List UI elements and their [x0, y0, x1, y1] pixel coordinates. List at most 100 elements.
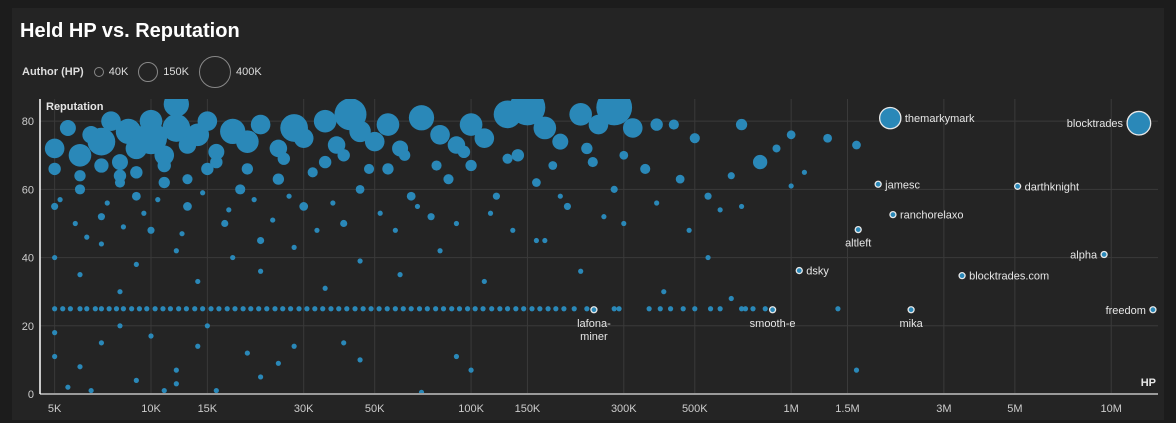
- data-point[interactable]: [392, 306, 398, 312]
- data-point[interactable]: [312, 306, 318, 312]
- labeled-point[interactable]: [907, 306, 915, 314]
- data-point[interactable]: [280, 306, 286, 312]
- data-point[interactable]: [52, 254, 58, 261]
- data-point[interactable]: [195, 278, 201, 285]
- data-point[interactable]: [240, 306, 246, 312]
- data-point[interactable]: [136, 306, 143, 312]
- data-point[interactable]: [226, 207, 232, 213]
- data-point[interactable]: [241, 163, 254, 175]
- data-point[interactable]: [727, 172, 735, 180]
- data-point[interactable]: [251, 197, 257, 203]
- data-point[interactable]: [250, 114, 271, 135]
- data-point[interactable]: [453, 353, 460, 360]
- data-point[interactable]: [52, 306, 58, 312]
- data-point[interactable]: [529, 306, 535, 312]
- data-point[interactable]: [823, 133, 833, 143]
- data-point[interactable]: [113, 306, 120, 312]
- data-point[interactable]: [94, 158, 109, 173]
- labeled-point[interactable]: [795, 266, 803, 275]
- data-point[interactable]: [569, 103, 592, 126]
- labeled-point[interactable]: [854, 225, 862, 234]
- labeled-point[interactable]: [1126, 110, 1152, 136]
- data-point[interactable]: [182, 174, 193, 185]
- data-point[interactable]: [115, 118, 142, 145]
- data-point[interactable]: [84, 306, 90, 312]
- data-point[interactable]: [173, 381, 179, 387]
- data-point[interactable]: [204, 323, 210, 329]
- data-point[interactable]: [341, 340, 347, 346]
- data-point[interactable]: [689, 133, 700, 144]
- data-point[interactable]: [314, 227, 320, 233]
- data-point[interactable]: [686, 227, 692, 233]
- data-point[interactable]: [52, 330, 58, 336]
- data-point[interactable]: [352, 306, 358, 312]
- data-point[interactable]: [440, 306, 447, 312]
- data-point[interactable]: [468, 367, 474, 373]
- data-point[interactable]: [481, 278, 487, 285]
- labeled-point[interactable]: [1100, 250, 1108, 259]
- data-point[interactable]: [299, 202, 309, 211]
- data-point[interactable]: [160, 306, 166, 312]
- data-point[interactable]: [67, 306, 73, 312]
- data-point[interactable]: [376, 113, 400, 136]
- data-point[interactable]: [384, 306, 390, 312]
- data-point[interactable]: [707, 306, 714, 312]
- data-point[interactable]: [74, 170, 86, 182]
- data-point[interactable]: [533, 116, 557, 140]
- data-point[interactable]: [537, 306, 543, 312]
- data-point[interactable]: [513, 306, 519, 312]
- data-point[interactable]: [563, 202, 572, 211]
- data-point[interactable]: [571, 306, 577, 312]
- data-point[interactable]: [277, 152, 291, 165]
- data-point[interactable]: [459, 113, 483, 136]
- data-point[interactable]: [59, 119, 76, 136]
- data-point[interactable]: [327, 136, 346, 154]
- data-point[interactable]: [117, 289, 123, 295]
- data-point[interactable]: [360, 306, 366, 312]
- data-point[interactable]: [464, 306, 471, 312]
- data-point[interactable]: [548, 161, 558, 170]
- data-point[interactable]: [801, 169, 808, 175]
- data-point[interactable]: [162, 114, 191, 142]
- data-point[interactable]: [752, 154, 768, 170]
- data-point[interactable]: [131, 191, 141, 201]
- data-point[interactable]: [584, 306, 590, 312]
- data-point[interactable]: [489, 306, 495, 312]
- data-point[interactable]: [654, 200, 660, 206]
- data-point[interactable]: [291, 343, 297, 349]
- data-point[interactable]: [134, 122, 167, 155]
- data-point[interactable]: [431, 160, 442, 171]
- data-point[interactable]: [355, 184, 365, 194]
- data-point[interactable]: [161, 387, 167, 394]
- data-point[interactable]: [392, 227, 398, 233]
- data-point[interactable]: [158, 176, 170, 189]
- data-point[interactable]: [286, 193, 292, 199]
- data-point[interactable]: [130, 166, 143, 179]
- data-point[interactable]: [288, 306, 294, 312]
- data-point[interactable]: [344, 306, 350, 312]
- data-point[interactable]: [578, 268, 584, 274]
- data-point[interactable]: [456, 306, 463, 312]
- data-point[interactable]: [330, 200, 336, 206]
- data-point[interactable]: [418, 389, 425, 395]
- data-point[interactable]: [307, 167, 318, 178]
- data-point[interactable]: [129, 306, 135, 312]
- data-point[interactable]: [611, 306, 617, 312]
- data-point[interactable]: [853, 367, 860, 373]
- data-point[interactable]: [77, 306, 83, 312]
- data-point[interactable]: [692, 306, 698, 312]
- data-point[interactable]: [113, 169, 127, 182]
- data-point[interactable]: [272, 173, 285, 185]
- data-point[interactable]: [111, 154, 128, 171]
- data-point[interactable]: [497, 306, 503, 312]
- data-point[interactable]: [735, 118, 748, 131]
- data-point[interactable]: [264, 306, 270, 312]
- data-point[interactable]: [87, 127, 116, 156]
- data-point[interactable]: [216, 306, 222, 312]
- data-point[interactable]: [619, 150, 629, 160]
- labeled-point[interactable]: [889, 210, 897, 219]
- data-point[interactable]: [377, 210, 383, 216]
- data-point[interactable]: [424, 306, 430, 312]
- data-point[interactable]: [183, 306, 189, 312]
- data-point[interactable]: [244, 350, 250, 356]
